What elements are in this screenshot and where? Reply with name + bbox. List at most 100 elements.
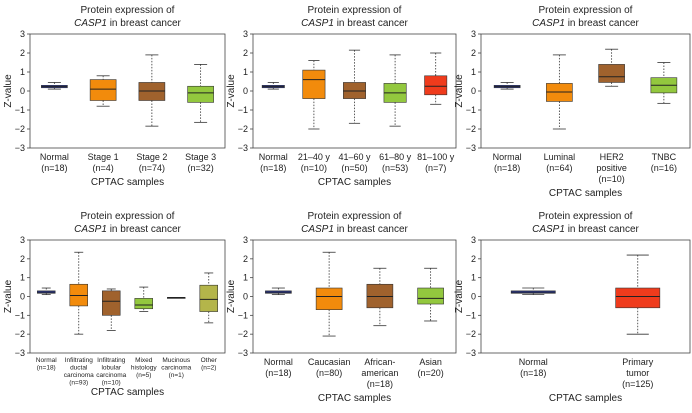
- chart-title-rest: in breast cancer: [565, 18, 640, 29]
- x-category-label: Stage 3: [185, 152, 216, 162]
- chart-title-rest: in breast cancer: [107, 18, 182, 29]
- x-category-label: (n=50): [341, 163, 367, 173]
- x-category-label: carcinoma: [64, 372, 94, 379]
- box-3: [138, 54, 166, 127]
- x-category-label: (n=16): [651, 163, 677, 173]
- box-2: [89, 75, 117, 107]
- box-2: [546, 54, 573, 130]
- x-category-label: (n=32): [187, 163, 213, 173]
- box-4: [383, 54, 407, 127]
- x-category-label: tumor: [626, 368, 649, 378]
- box-3: [366, 267, 394, 327]
- x-category-label: (n=18): [494, 163, 520, 173]
- x-category-label: (n=10): [598, 174, 624, 184]
- x-category-label: Asian: [419, 357, 442, 367]
- chart-title-rest: in breast cancer: [334, 224, 409, 235]
- x-category-label: (n=53): [382, 163, 408, 173]
- box-1: [510, 287, 556, 296]
- x-category-label: Stage 2: [136, 152, 167, 162]
- chart-title-line1: Protein expression of: [539, 211, 633, 222]
- y-tick-label: 2: [243, 254, 248, 264]
- chart-title-line2: CASP1 in breast cancer: [301, 224, 408, 235]
- chart-title-line2: CASP1 in breast cancer: [532, 224, 639, 235]
- x-category-label: Infiltrating: [97, 357, 126, 364]
- y-tick-label: 0: [243, 292, 248, 302]
- x-category-label: 61–80 y: [379, 152, 412, 162]
- y-tick-label: 3: [471, 29, 476, 39]
- box-body: [598, 64, 625, 83]
- y-tick-label: 3: [243, 29, 248, 39]
- box-6: [199, 272, 218, 324]
- chart-title-rest: in breast cancer: [565, 224, 640, 235]
- y-tick-label: −2: [238, 124, 248, 134]
- y-tick-label: −3: [238, 143, 248, 153]
- chart-title-line2: CASP1 in breast cancer: [74, 18, 181, 29]
- y-tick-label: 0: [20, 86, 25, 96]
- x-category-label: TNBC: [652, 152, 677, 162]
- y-axis-label: Z-value: [226, 74, 237, 108]
- x-category-label: (n=93): [69, 380, 88, 387]
- chart-title-rest: in breast cancer: [334, 18, 409, 29]
- chart-panel-4: Protein expression of CASP1 in breast can…: [3, 211, 226, 398]
- y-tick-label: 3: [471, 235, 476, 245]
- x-category-label: (n=18): [260, 163, 286, 173]
- box-1: [41, 82, 68, 90]
- x-category-label: HER2: [600, 152, 624, 162]
- x-category-label: (n=20): [417, 368, 443, 378]
- x-category-label: (n=2): [201, 365, 216, 372]
- box-3: [102, 288, 121, 331]
- box-body: [315, 287, 343, 310]
- x-category-label: Infiltrating: [65, 357, 94, 364]
- chart-panel-5: Protein expression of CASP1 in breast can…: [226, 211, 457, 404]
- x-category-label: carcinoma: [161, 365, 191, 372]
- y-tick-label: 0: [471, 292, 476, 302]
- x-category-label: Mucinous: [162, 357, 191, 364]
- y-tick-label: 2: [243, 48, 248, 58]
- box-1: [493, 82, 521, 90]
- box-body: [424, 75, 448, 96]
- x-category-label: Other: [201, 357, 218, 364]
- x-category-label: Normal: [40, 152, 69, 162]
- y-tick-label: −2: [238, 329, 248, 339]
- y-axis-label: Z-value: [226, 279, 237, 313]
- box-body: [417, 287, 444, 305]
- x-category-label: (n=5): [136, 372, 151, 379]
- x-axis-label: CPTAC samples: [91, 177, 164, 188]
- x-category-label: Normal: [519, 357, 548, 367]
- y-tick-label: 1: [20, 273, 25, 283]
- chart-title-line1: Protein expression of: [308, 5, 402, 16]
- y-tick-label: 1: [20, 67, 25, 77]
- x-category-label: Normal: [493, 152, 522, 162]
- y-tick-label: 1: [471, 67, 476, 77]
- chart-panel-2: Protein expression of CASP1 in breast can…: [226, 5, 457, 188]
- y-tick-label: −2: [466, 329, 476, 339]
- x-category-label: (n=18): [520, 368, 546, 378]
- x-category-label: Caucasian: [308, 357, 351, 367]
- box-body: [134, 298, 153, 310]
- y-tick-label: 0: [471, 86, 476, 96]
- x-category-label: (n=80): [316, 368, 342, 378]
- y-tick-label: 3: [20, 235, 25, 245]
- x-category-label: 81–100 y: [417, 152, 455, 162]
- x-axis-label: CPTAC samples: [549, 393, 622, 404]
- y-tick-label: 2: [471, 254, 476, 264]
- chart-title-line2: CASP1 in breast cancer: [74, 224, 181, 235]
- x-category-label: Normal: [264, 357, 293, 367]
- y-tick-label: 3: [20, 29, 25, 39]
- chart-title-gene: CASP1: [532, 18, 565, 29]
- chart-title-gene: CASP1: [301, 224, 334, 235]
- x-category-label: positive: [596, 163, 627, 173]
- x-category-label: (n=74): [139, 163, 165, 173]
- plot-frame: [29, 239, 226, 354]
- chart-title-line1: Protein expression of: [539, 5, 633, 16]
- y-tick-label: −3: [466, 348, 476, 358]
- x-category-label: African-: [364, 357, 395, 367]
- chart-panel-6: Protein expression of CASP1 in breast can…: [454, 211, 691, 404]
- y-tick-label: −3: [15, 143, 25, 153]
- y-tick-label: 1: [243, 273, 248, 283]
- chart-title-gene: CASP1: [532, 224, 565, 235]
- box-body: [89, 79, 117, 101]
- box-4: [134, 286, 153, 312]
- box-4: [187, 64, 214, 123]
- x-category-label: (n=18): [37, 365, 56, 372]
